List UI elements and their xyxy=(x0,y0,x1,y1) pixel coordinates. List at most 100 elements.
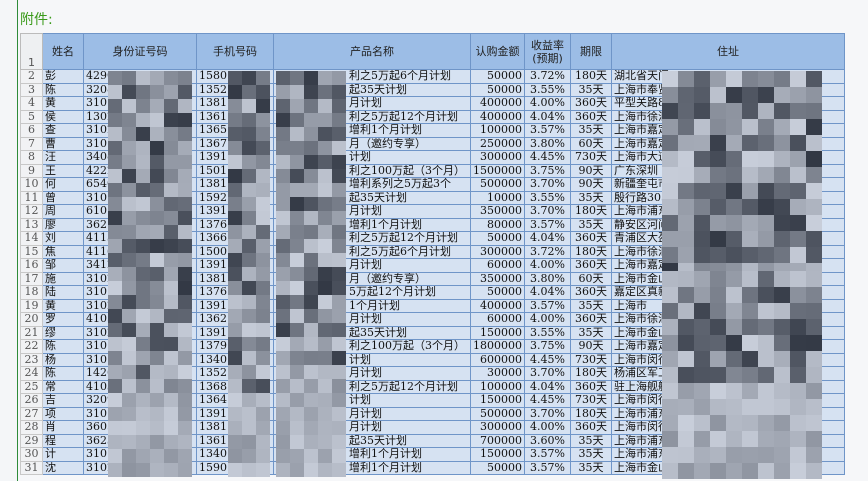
id-number-cell[interactable]: 4116 xyxy=(83,244,197,259)
amount-cell[interactable]: 400000 xyxy=(470,109,525,124)
term-cell[interactable]: 180天 xyxy=(570,69,612,84)
product-cell[interactable]: 增利系列之5万起3个 xyxy=(273,177,471,192)
phone-cell[interactable]: 1381 xyxy=(196,420,274,435)
rate-cell[interactable]: 3.70% xyxy=(524,177,571,192)
rate-cell[interactable]: 3.57% xyxy=(524,123,571,138)
phone-cell[interactable]: 1352 xyxy=(196,366,274,381)
term-cell[interactable]: 360天 xyxy=(570,312,612,327)
address-cell[interactable]: 驻上海舰艇 xyxy=(611,379,845,394)
amount-cell[interactable]: 350000 xyxy=(470,271,525,286)
id-number-cell[interactable]: 3101 xyxy=(83,406,197,421)
term-cell[interactable]: 35天 xyxy=(570,217,612,232)
id-number-cell[interactable]: 4103 xyxy=(83,379,197,394)
term-cell[interactable]: 360天 xyxy=(570,231,612,246)
term-cell[interactable]: 35天 xyxy=(570,433,612,448)
term-cell[interactable]: 360天 xyxy=(570,420,612,435)
amount-cell[interactable]: 30000 xyxy=(470,366,525,381)
id-number-cell[interactable]: 4113 xyxy=(83,231,197,246)
address-cell[interactable]: 上海市徐汇 xyxy=(611,109,845,124)
term-cell[interactable]: 90天 xyxy=(570,339,612,354)
name-cell[interactable]: 邹 xyxy=(42,258,84,273)
amount-cell[interactable]: 300000 xyxy=(470,420,525,435)
amount-cell[interactable]: 150000 xyxy=(470,393,525,408)
address-cell[interactable]: 上海市奉贤 xyxy=(611,82,845,97)
rate-cell[interactable]: 3.57% xyxy=(524,298,571,313)
rate-cell[interactable]: 3.57% xyxy=(524,460,571,475)
address-cell[interactable]: 上海市嘉定 xyxy=(611,339,845,354)
address-cell[interactable]: 上海市浦东 xyxy=(611,204,845,219)
product-cell[interactable]: 计划 xyxy=(273,393,471,408)
term-cell[interactable]: 360天 xyxy=(570,258,612,273)
id-number-cell[interactable]: 3408 xyxy=(83,150,197,165)
address-cell[interactable]: 上海市闵行 xyxy=(611,393,845,408)
name-cell[interactable]: 周 xyxy=(42,204,84,219)
phone-cell[interactable]: 1367 xyxy=(196,136,274,151)
phone-cell[interactable]: 1340 xyxy=(196,352,274,367)
address-cell[interactable]: 上海市徐汇 xyxy=(611,244,845,259)
amount-cell[interactable]: 500000 xyxy=(470,406,525,421)
product-cell[interactable]: 月计划 xyxy=(273,258,471,273)
name-cell[interactable]: 焦 xyxy=(42,244,84,259)
id-number-cell[interactable]: 4290 xyxy=(83,69,197,84)
term-cell[interactable]: 35天 xyxy=(570,82,612,97)
term-cell[interactable]: 360天 xyxy=(570,379,612,394)
product-cell[interactable]: 计划 xyxy=(273,352,471,367)
phone-cell[interactable]: 1590 xyxy=(196,460,274,475)
phone-cell[interactable]: 1366 xyxy=(196,231,274,246)
name-cell[interactable]: 沈 xyxy=(42,460,84,475)
term-cell[interactable]: 90天 xyxy=(570,177,612,192)
rate-cell[interactable]: 3.70% xyxy=(524,366,571,381)
term-cell[interactable]: 360天 xyxy=(570,109,612,124)
amount-cell[interactable]: 700000 xyxy=(470,433,525,448)
id-number-cell[interactable]: 3101 xyxy=(83,352,197,367)
amount-cell[interactable]: 300000 xyxy=(470,244,525,259)
amount-cell[interactable]: 150000 xyxy=(470,325,525,340)
name-cell[interactable]: 黄 xyxy=(42,298,84,313)
phone-cell[interactable]: 1500 xyxy=(196,244,274,259)
rate-cell[interactable]: 4.04% xyxy=(524,231,571,246)
name-cell[interactable]: 施 xyxy=(42,271,84,286)
phone-cell[interactable]: 1365 xyxy=(196,123,274,138)
rate-cell[interactable]: 3.75% xyxy=(524,339,571,354)
name-cell[interactable]: 曹 xyxy=(42,136,84,151)
name-cell[interactable]: 查 xyxy=(42,123,84,138)
term-cell[interactable]: 180天 xyxy=(570,204,612,219)
rate-cell[interactable]: 3.72% xyxy=(524,244,571,259)
address-cell[interactable]: 上海市嘉定 xyxy=(611,123,845,138)
id-number-cell[interactable]: 3621 xyxy=(83,217,197,232)
id-number-cell[interactable]: 3102 xyxy=(83,298,197,313)
amount-cell[interactable]: 1800000 xyxy=(470,339,525,354)
product-cell[interactable]: 利之5万起6个月计划 xyxy=(273,69,471,84)
product-cell[interactable]: 月计划 xyxy=(273,366,471,381)
product-cell[interactable]: 利之5万起6个月计划 xyxy=(273,244,471,259)
name-cell[interactable]: 陈 xyxy=(42,82,84,97)
address-cell[interactable]: 上海市大道 xyxy=(611,150,845,165)
product-cell[interactable]: 增利1个月计划 xyxy=(273,447,471,462)
name-cell[interactable]: 杨 xyxy=(42,352,84,367)
amount-cell[interactable]: 50000 xyxy=(470,285,525,300)
term-cell[interactable]: 90天 xyxy=(570,163,612,178)
product-cell[interactable]: 利之100万起（3个月） xyxy=(273,163,471,178)
address-cell[interactable]: 上海市嘉定 xyxy=(611,136,845,151)
id-number-cell[interactable]: 4222 xyxy=(83,163,197,178)
address-cell[interactable]: 上海市金山 xyxy=(611,271,845,286)
phone-cell[interactable]: 1381 xyxy=(196,177,274,192)
address-cell[interactable]: 殷行路305 xyxy=(611,190,845,205)
address-cell[interactable]: 上海市 xyxy=(611,298,845,313)
term-cell[interactable]: 60天 xyxy=(570,136,612,151)
address-cell[interactable]: 上海市浦东 xyxy=(611,433,845,448)
term-cell[interactable]: 35天 xyxy=(570,325,612,340)
address-cell[interactable]: 新疆奎屯市 xyxy=(611,177,845,192)
rate-cell[interactable]: 3.75% xyxy=(524,163,571,178)
product-cell[interactable]: 月计划 xyxy=(273,204,471,219)
rate-cell[interactable]: 4.45% xyxy=(524,393,571,408)
name-cell[interactable]: 吉 xyxy=(42,393,84,408)
amount-cell[interactable]: 80000 xyxy=(470,217,525,232)
phone-cell[interactable]: 1501 xyxy=(196,163,274,178)
rate-cell[interactable]: 3.55% xyxy=(524,325,571,340)
rate-cell[interactable]: 3.60% xyxy=(524,433,571,448)
address-cell[interactable]: 上海市浦东 xyxy=(611,447,845,462)
id-number-cell[interactable]: 3101 xyxy=(83,447,197,462)
id-number-cell[interactable]: 3102 xyxy=(83,271,197,286)
term-cell[interactable]: 180天 xyxy=(570,406,612,421)
